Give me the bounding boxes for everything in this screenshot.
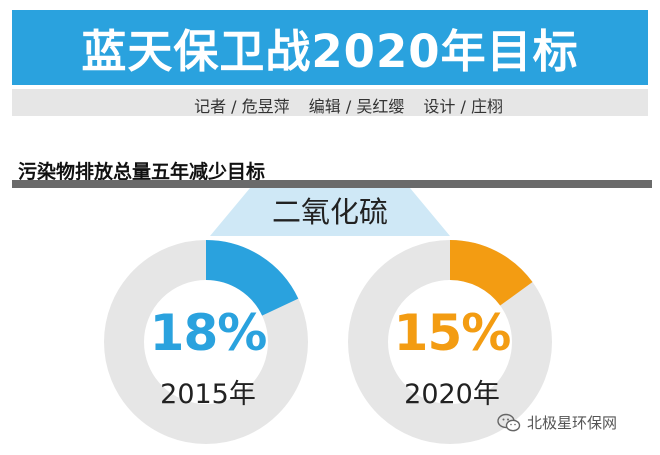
ring-slice-1: [449, 240, 533, 307]
credits-bar: 记者 / 危昱萍 编辑 / 吴红缨 设计 / 庄栩: [12, 89, 648, 116]
percent-label-2020: 15%: [393, 304, 512, 362]
watermark: 北极星环保网: [497, 412, 617, 433]
watermark-text: 北极星环保网: [527, 414, 618, 432]
section-divider: [12, 180, 652, 188]
pollutant-tab-shape: [210, 188, 450, 236]
pollutant-tab: 二氧化硫: [210, 188, 450, 236]
year-label-2015: 2015年: [160, 379, 256, 410]
credit-editor: 编辑 / 吴红缨: [308, 97, 405, 116]
year-label-2020: 2020年: [404, 379, 500, 410]
credit-reporter: 记者 / 危昱萍: [194, 97, 290, 116]
ring-slice-0: [205, 240, 299, 317]
title-banner: 蓝天保卫战2020年目标: [12, 10, 648, 85]
pollutant-label: 二氧化硫: [271, 195, 388, 229]
wechat-icon: [497, 413, 521, 431]
percent-label-2015: 18%: [149, 304, 268, 362]
credit-designer: 设计 / 庄栩: [423, 97, 503, 116]
page-title: 蓝天保卫战2020年目标: [81, 25, 579, 78]
section-title: 污染物排放总量五年减少目标: [18, 161, 266, 183]
credits: 记者 / 危昱萍 编辑 / 吴红缨 设计 / 庄栩: [180, 93, 503, 117]
